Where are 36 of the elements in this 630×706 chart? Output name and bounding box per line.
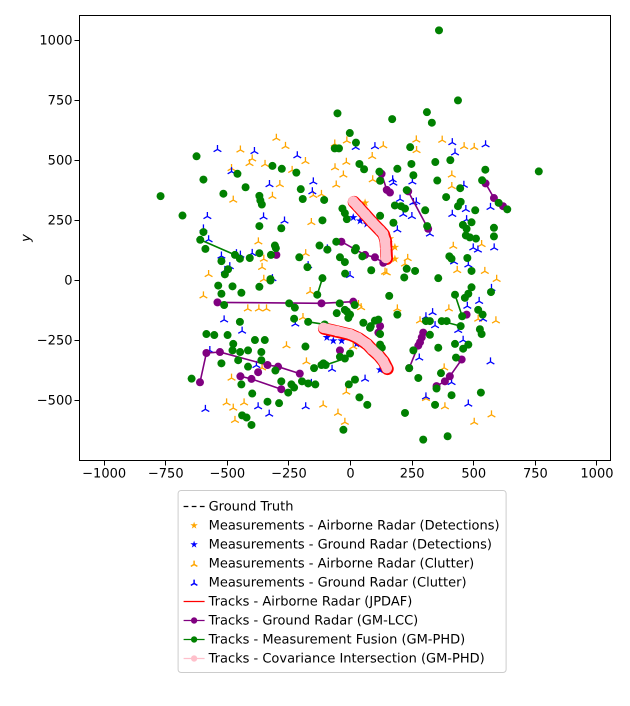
y-tick-label: −500 bbox=[36, 394, 72, 409]
legend-label: Ground Truth bbox=[208, 500, 294, 514]
y-tick-label: 1000 bbox=[39, 34, 72, 49]
x-tick-label: 1000 bbox=[580, 466, 614, 482]
legend-label: Tracks - Airborne Radar (JPDAF) bbox=[208, 594, 412, 610]
x-tick-label: 250 bbox=[400, 466, 425, 482]
y-tick-label: 0 bbox=[64, 274, 72, 289]
point bbox=[440, 377, 449, 386]
point bbox=[382, 362, 392, 374]
legend-label: Tracks - Ground Radar (GM-LCC) bbox=[208, 614, 418, 628]
legend-label: Measurements - Airborne Radar (Clutter) bbox=[208, 556, 474, 572]
x-tick-label: −250 bbox=[271, 466, 307, 482]
y-tick-label: 750 bbox=[48, 94, 72, 109]
point bbox=[414, 342, 422, 350]
point bbox=[348, 212, 358, 222]
y-tick-label: −250 bbox=[36, 334, 72, 349]
y-tick-label: 250 bbox=[48, 214, 72, 229]
legend-label: Measurements - Ground Radar (Clutter) bbox=[208, 576, 467, 590]
legend-label: Tracks - Measurement Fusion (GM-PHD) bbox=[208, 632, 466, 648]
x-tick-label: 0 bbox=[346, 466, 355, 482]
y-axis-title: y bbox=[18, 234, 34, 243]
point bbox=[490, 194, 498, 202]
point bbox=[329, 336, 338, 344]
x-tick-label: −1000 bbox=[82, 466, 126, 482]
point bbox=[386, 188, 394, 197]
point bbox=[446, 372, 454, 380]
x-tick-label: 750 bbox=[522, 466, 548, 482]
y-tick-label: 500 bbox=[48, 154, 72, 169]
point bbox=[213, 298, 222, 306]
legend-label: Tracks - Covariance Intersection (GM-PHD) bbox=[208, 652, 485, 666]
legend-label: Measurements - Airborne Radar (Detections) bbox=[208, 518, 500, 534]
legend-label: Measurements - Ground Radar (Detections) bbox=[208, 538, 492, 552]
x-tick-label: −500 bbox=[209, 466, 246, 482]
point bbox=[370, 253, 379, 262]
x-tick-label: −750 bbox=[148, 466, 184, 482]
x-tick-label: 500 bbox=[461, 466, 486, 482]
